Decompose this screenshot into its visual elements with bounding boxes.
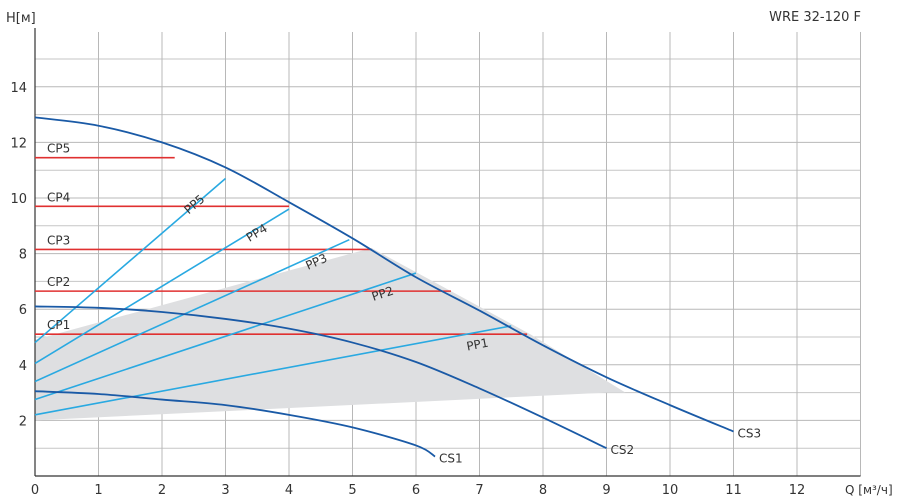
constant-pressure-lines (35, 156, 528, 336)
x-tick-label: 9 (602, 483, 610, 498)
cp-label-cp1: CP1 (47, 318, 70, 332)
constant-speed-curves (34, 116, 734, 458)
pp-line-pp5 (34, 177, 227, 344)
x-tick-label: 6 (412, 483, 420, 498)
x-tick-label: 0 (31, 483, 39, 498)
y-tick-label: 8 (19, 248, 27, 263)
cp-label-cp4: CP4 (47, 190, 70, 204)
y-tick-label: 14 (10, 81, 27, 96)
cs-curve-cs1 (34, 390, 436, 458)
cp-label-cp3: CP3 (47, 233, 70, 247)
x-tick-label: 5 (348, 483, 356, 498)
y-tick-label: 12 (10, 136, 27, 151)
pp-line-pp3 (34, 238, 350, 383)
y-tick-label: 2 (19, 414, 27, 429)
y-axis-label: H[м] (6, 11, 36, 26)
pp-line-pp1 (34, 325, 512, 416)
x-tick-label: 12 (789, 483, 806, 498)
model-name: WRE 32-120 F (769, 10, 861, 25)
x-tick-label: 2 (158, 483, 166, 498)
cp-label-cp5: CP5 (47, 142, 70, 156)
x-axis-label: Q [м³/ч] (845, 483, 893, 497)
x-tick-label: 7 (475, 483, 483, 498)
pp-line-pp4 (34, 208, 290, 365)
cs-curve-cs2 (34, 305, 607, 450)
pp-label-pp4: PP4 (244, 221, 270, 244)
x-tick-label: 10 (662, 483, 679, 498)
x-tick-label: 4 (285, 483, 293, 498)
y-tick-label: 4 (19, 359, 27, 374)
y-tick-label: 10 (10, 192, 27, 207)
proportional-pressure-lines (34, 177, 512, 416)
pp-label-pp1: PP1 (465, 336, 489, 354)
x-tick-label: 8 (539, 483, 547, 498)
x-tick-label: 3 (221, 483, 229, 498)
cs-label-cs2: CS2 (611, 443, 635, 457)
y-tick-label: 6 (19, 303, 27, 318)
cs-curve-cs3 (34, 116, 734, 433)
cs-label-cs1: CS1 (439, 452, 463, 466)
cp-label-cp2: CP2 (47, 275, 70, 289)
cs-label-cs3: CS3 (738, 427, 762, 441)
x-tick-label: 1 (94, 483, 102, 498)
pp-line-pp2 (34, 272, 417, 401)
pp-label-pp2: PP2 (370, 284, 395, 304)
x-tick-label: 11 (725, 483, 742, 498)
